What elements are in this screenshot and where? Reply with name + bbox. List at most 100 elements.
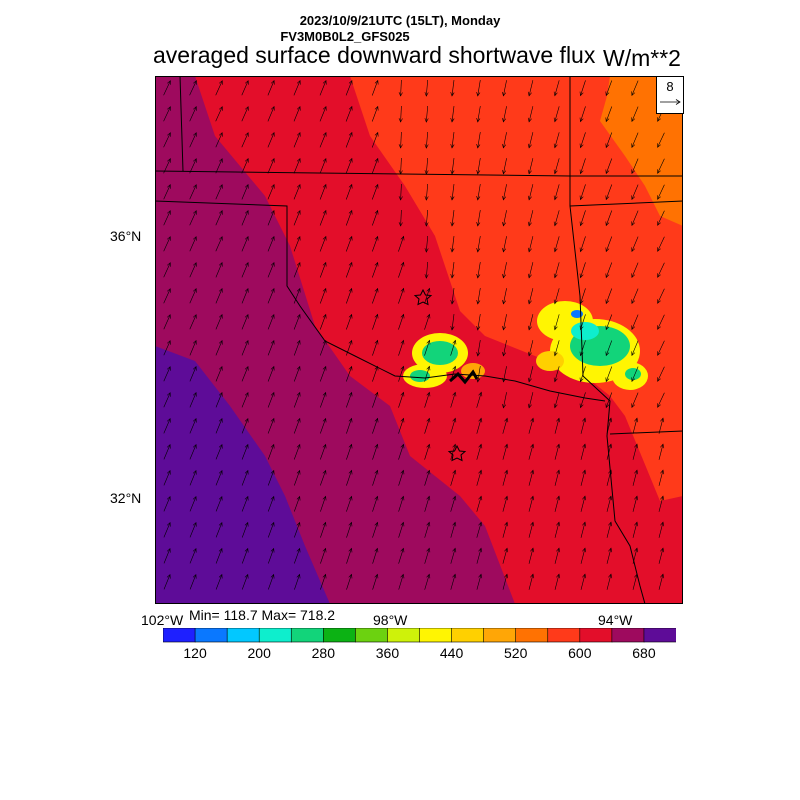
wind-arrow [346,288,352,304]
wind-arrowhead [579,273,584,279]
wind-arrowhead [167,158,171,163]
wind-arrowhead [579,195,584,201]
wind-arrowhead [634,469,639,475]
wind-arrowhead [166,469,171,475]
wind-arrow [554,158,560,174]
wind-arrowhead [296,313,301,319]
wind-arrowhead [167,366,171,371]
wind-arrowhead [400,235,405,241]
wind-arrowhead [605,169,610,175]
wind-arrowhead [424,92,429,97]
wind-arrow [528,522,534,538]
wind-arrowhead [452,547,457,553]
state-borders [155,76,683,604]
wind-arrowhead [322,183,327,189]
wind-arrowhead [608,573,613,579]
wind-arrow [658,418,664,434]
wind-arrowhead [322,521,327,527]
wind-arrow [632,574,638,590]
wind-arrowhead [660,495,665,501]
valid-time-header: 2023/10/9/21UTC (15LT), Monday [299,13,501,28]
wind-arrowhead [452,391,457,397]
wind-arrowhead [530,443,535,449]
wind-arrow [267,392,275,408]
wind-arrow [554,392,560,408]
wind-arrow [398,496,404,512]
wind-arrow [293,236,301,252]
wind-arrow [580,106,586,122]
wind-arrowhead [582,573,587,579]
wind-arrowhead [527,351,532,357]
wind-arrow [631,80,639,96]
wind-arrow [346,314,352,330]
wind-arrow [554,106,560,122]
wind-arrow [606,548,612,564]
wind-arrow [632,470,638,486]
wind-arrowhead [527,143,532,149]
wind-arrow [477,262,481,278]
wind-arrowhead [605,403,610,409]
wind-arrowhead [270,287,275,293]
wind-arrowhead [192,521,197,527]
wind-arrow [580,496,586,512]
wind-arrow [346,418,352,434]
wind-arrowhead [348,391,353,397]
colorbar-tick-label: 520 [504,645,528,661]
wind-arrow [605,392,613,408]
wind-arrow [605,340,613,356]
wind-arrow [345,210,353,226]
wind-arrowhead [374,339,379,345]
wind-arrowhead [631,195,636,201]
wind-arrowhead [167,262,171,267]
wind-arrow [215,106,223,122]
wind-arrowhead [218,313,223,319]
wind-arrowhead [556,547,561,553]
wind-arrowhead [218,236,223,241]
wind-arrow [605,262,613,278]
wind-arrow [400,183,402,201]
wind-arrowhead [634,547,639,553]
wind-arrow [580,340,586,356]
wind-arrowhead [322,235,327,241]
wind-arrowhead [426,469,431,475]
wind-arrow [372,236,378,252]
wind-arrow [241,548,249,564]
wind-arrowhead [452,469,457,475]
wind-arrowhead [374,183,379,189]
wind-arrowhead [192,417,197,423]
wind-arrowhead [193,236,197,241]
wind-arrow [657,236,665,252]
wind-arrow [426,79,428,97]
wind-arrowhead [476,118,481,123]
wind-arrowhead [296,443,301,449]
wind-arrow [267,314,275,330]
wind-arrowhead [296,495,301,501]
wind-arrow [631,288,639,304]
colorbar-tick-label: 600 [568,645,592,661]
wind-arrow [631,392,639,408]
wind-arrowhead [296,469,301,475]
wind-arrowhead [450,118,455,123]
wind-arrowhead [348,339,353,345]
field-purple [155,346,330,604]
wind-arrow [554,470,560,486]
colorbar-tick-label: 280 [311,645,335,661]
wind-arrowhead [374,79,379,85]
wind-arrow [502,444,508,460]
wind-arrowhead [374,157,379,163]
wind-arrowhead [452,443,457,449]
wind-arrow [477,132,481,148]
wind-arrowhead [270,209,275,215]
wind-arrowhead [657,221,661,226]
wind-arrow [502,418,508,434]
colorbar-swatch [290,628,324,643]
wind-arrow [528,262,534,278]
wind-arrow [398,366,404,382]
wind-arrowhead [660,521,665,527]
wind-arrow [267,236,275,252]
wind-arrowhead [579,351,584,357]
wind-arrowhead [193,288,197,293]
wind-arrowhead [219,132,223,137]
wind-arrowhead [502,117,507,123]
wind-arrow [528,236,534,252]
